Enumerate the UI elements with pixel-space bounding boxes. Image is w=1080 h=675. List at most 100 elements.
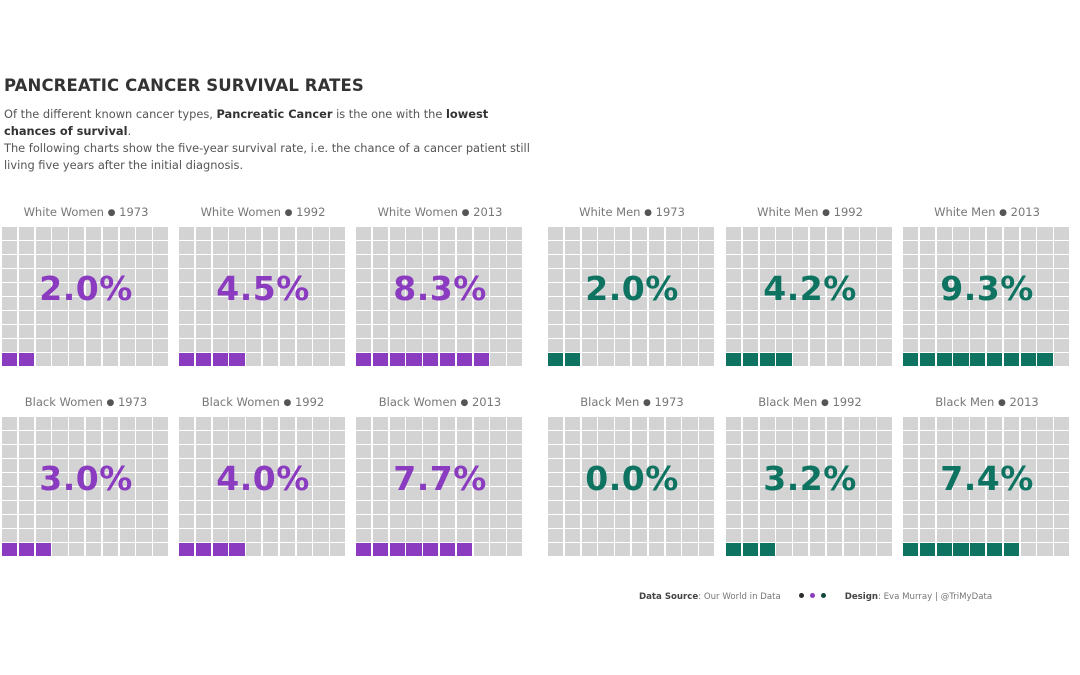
waffle-cell-empty [548,283,564,296]
waffle-cell-empty [682,297,698,310]
waffle-cell-empty [2,269,18,282]
waffle-cell-empty [953,311,969,324]
waffle-cell-empty [263,339,279,352]
waffle-cell-empty [389,325,405,338]
waffle-cell-empty [246,311,262,324]
waffle-cell-empty [810,241,826,254]
waffle-cell-empty [507,297,523,310]
waffle-cell-empty [936,325,952,338]
waffle-cell-empty [936,311,952,324]
waffle-cell-empty [699,241,715,254]
waffle-cell-filled [903,353,919,366]
waffle-grid [2,417,170,557]
waffle-cell-empty [1037,311,1053,324]
waffle-cell-empty [598,297,614,310]
waffle-cell-empty [229,227,245,240]
waffle-cell-empty [473,311,489,324]
waffle-cell-empty [793,283,809,296]
waffle-cell-empty [153,445,169,458]
waffle-cell-empty [699,255,715,268]
waffle-cell-empty [843,269,859,282]
waffle-cell-empty [119,241,135,254]
waffle-cell-empty [279,283,296,296]
waffle-cell-empty [2,255,18,268]
waffle-cell-empty [2,459,18,472]
waffle-cell-empty [987,255,1003,268]
waffle-cell-empty [919,297,936,310]
waffle-cell-filled [1003,353,1020,366]
chart-year-label: 1973 [650,395,684,409]
waffle-cell-empty [1020,297,1036,310]
waffle-cell-empty [953,241,969,254]
bullet-separator-icon: ● [107,208,116,218]
waffle-cell-empty [919,269,936,282]
waffle-cell-filled [2,353,18,366]
waffle-cell-empty [877,269,893,282]
waffle-cell-empty [615,325,631,338]
design-label: Design [844,592,878,602]
waffle-cell-empty [987,241,1003,254]
waffle-cell-empty [776,255,792,268]
waffle-cell-empty [810,311,826,324]
waffle-cell-empty [69,353,85,366]
subtitle-emphasis: lowest chances of survival [4,107,489,138]
waffle-cell-empty [564,283,581,296]
waffle-cell-empty [102,227,119,240]
waffle-cell-empty [35,339,51,352]
waffle-cell-empty [490,241,506,254]
waffle-cell-empty [279,227,296,240]
waffle-cell-empty [423,269,439,282]
chart-year-label: 1992 [829,205,863,219]
waffle-cell-empty [136,269,152,282]
waffle-cell-empty [195,325,212,338]
subtitle-intro: Of the different known cancer types, Pan… [4,107,488,138]
waffle-cell-empty [860,227,876,240]
waffle-cell-empty [860,339,876,352]
waffle-cell-empty [699,353,715,366]
waffle-cell-empty [372,339,389,352]
waffle-cell-empty [195,311,212,324]
waffle-cell-empty [877,297,893,310]
waffle-cell-empty [682,241,698,254]
waffle-cell-empty [953,339,969,352]
waffle-cell-empty [86,339,102,352]
waffle-cell-empty [102,431,119,444]
waffle-cell-empty [153,227,169,240]
waffle-cell-empty [246,353,262,366]
waffle-cell-empty [1003,241,1020,254]
waffle-cell-empty [86,473,102,486]
waffle-cell-empty [279,255,296,268]
waffle-cell-empty [52,241,68,254]
waffle-cell-empty [1054,339,1070,352]
survival-rate-label: 7.7% [393,459,487,498]
waffle-cell-empty [1037,339,1053,352]
waffle-cell-empty [18,297,35,310]
waffle-cell-empty [776,339,792,352]
waffle-cell-empty [179,339,195,352]
waffle-cell-empty [970,297,986,310]
waffle-cell-empty [119,473,135,486]
waffle-cell-empty [490,353,506,366]
waffle-cell-empty [548,325,564,338]
waffle-cell-empty [682,283,698,296]
chart-title: Black Men ● 1992 [726,395,894,409]
waffle-cell-filled [953,353,969,366]
chart-group-label: White Women [200,205,285,219]
waffle-cell-empty [490,339,506,352]
waffle-cell-empty [1054,297,1070,310]
waffle-cell-empty [440,269,456,282]
waffle-cell-empty [1003,269,1020,282]
dot-icon-dark [799,593,805,598]
waffle-cell-empty [69,269,85,282]
waffle-cell-empty [423,227,439,240]
waffle-cell-empty [372,297,389,310]
waffle-cell-empty [507,227,523,240]
waffle-cell-empty [699,339,715,352]
waffle-cell-empty [330,227,346,240]
waffle-cell-empty [810,353,826,366]
survival-rate-label: 3.0% [39,459,133,498]
waffle-cell-empty [860,353,876,366]
waffle-cell-empty [52,269,68,282]
waffle-cell-empty [548,269,564,282]
waffle-cell-empty [195,283,212,296]
